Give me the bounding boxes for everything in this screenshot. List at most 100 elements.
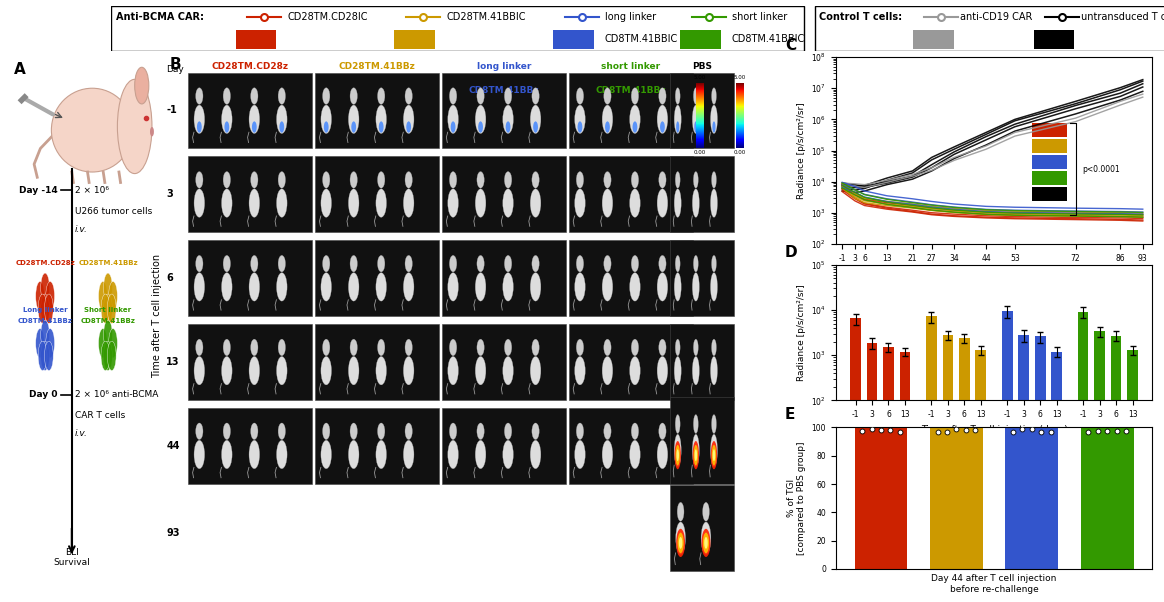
Text: 5.00: 5.00 xyxy=(694,75,705,79)
Ellipse shape xyxy=(532,339,539,356)
Text: Day 0: Day 0 xyxy=(29,390,58,399)
Ellipse shape xyxy=(405,423,412,439)
Text: PBS: PBS xyxy=(693,62,712,71)
Ellipse shape xyxy=(575,273,585,301)
Ellipse shape xyxy=(631,88,639,104)
Ellipse shape xyxy=(350,88,357,104)
Text: 2 × 10⁶: 2 × 10⁶ xyxy=(74,186,109,195)
Bar xyxy=(189,408,312,483)
Text: CD8TM.41BBz: CD8TM.41BBz xyxy=(80,318,135,324)
Text: A: A xyxy=(14,62,26,77)
Circle shape xyxy=(104,320,113,350)
Bar xyxy=(850,318,861,602)
Ellipse shape xyxy=(674,434,681,467)
Bar xyxy=(189,240,312,316)
Ellipse shape xyxy=(250,255,258,272)
Ellipse shape xyxy=(677,533,683,553)
Ellipse shape xyxy=(531,440,541,469)
Ellipse shape xyxy=(576,255,583,272)
Ellipse shape xyxy=(350,339,357,356)
Ellipse shape xyxy=(676,529,686,557)
Ellipse shape xyxy=(630,273,640,301)
Text: E: E xyxy=(785,407,795,422)
Text: CD28TM.CD28z: CD28TM.CD28z xyxy=(15,260,74,266)
Ellipse shape xyxy=(576,339,583,356)
Circle shape xyxy=(104,273,113,302)
Ellipse shape xyxy=(405,255,412,272)
Ellipse shape xyxy=(404,356,414,385)
Ellipse shape xyxy=(693,356,700,385)
Ellipse shape xyxy=(477,88,484,104)
Ellipse shape xyxy=(504,88,512,104)
Ellipse shape xyxy=(532,88,539,104)
Circle shape xyxy=(101,341,109,370)
Bar xyxy=(1051,352,1062,602)
Ellipse shape xyxy=(711,339,716,356)
Ellipse shape xyxy=(604,88,611,104)
Ellipse shape xyxy=(225,122,229,132)
Ellipse shape xyxy=(477,255,484,272)
Ellipse shape xyxy=(449,255,456,272)
Ellipse shape xyxy=(196,88,203,104)
Ellipse shape xyxy=(194,105,205,134)
Ellipse shape xyxy=(250,339,258,356)
Y-axis label: Radiance [p/s/cm²/sr]: Radiance [p/s/cm²/sr] xyxy=(796,284,805,381)
Ellipse shape xyxy=(632,122,638,132)
Ellipse shape xyxy=(532,423,539,439)
Ellipse shape xyxy=(602,356,612,385)
Bar xyxy=(189,157,312,232)
Ellipse shape xyxy=(221,105,232,134)
Text: long linker: long linker xyxy=(605,12,656,22)
Ellipse shape xyxy=(503,105,513,134)
Ellipse shape xyxy=(475,356,485,385)
Ellipse shape xyxy=(631,339,639,356)
Bar xyxy=(569,324,693,400)
Ellipse shape xyxy=(576,423,583,439)
Text: CD28TM.41BBz: CD28TM.41BBz xyxy=(339,62,416,71)
Ellipse shape xyxy=(693,434,700,467)
Bar xyxy=(1035,30,1074,49)
Ellipse shape xyxy=(658,440,668,469)
Ellipse shape xyxy=(250,423,258,439)
Ellipse shape xyxy=(250,172,258,188)
Ellipse shape xyxy=(630,189,640,217)
Bar xyxy=(1094,331,1105,602)
Ellipse shape xyxy=(449,172,456,188)
Bar xyxy=(883,347,894,602)
Text: CD28TM.CD28IC: CD28TM.CD28IC xyxy=(288,12,368,22)
Ellipse shape xyxy=(475,440,485,469)
Ellipse shape xyxy=(694,88,698,104)
Text: CD8TM.41BBz: CD8TM.41BBz xyxy=(17,318,72,324)
Bar xyxy=(569,408,693,483)
Ellipse shape xyxy=(711,445,716,465)
Ellipse shape xyxy=(631,423,639,439)
Ellipse shape xyxy=(223,423,230,439)
Text: Anti-BCMA CAR:: Anti-BCMA CAR: xyxy=(116,12,204,22)
Ellipse shape xyxy=(196,255,203,272)
Circle shape xyxy=(38,294,47,323)
Bar xyxy=(815,6,1164,51)
Ellipse shape xyxy=(475,105,485,134)
Ellipse shape xyxy=(604,255,611,272)
Ellipse shape xyxy=(278,172,285,188)
Ellipse shape xyxy=(324,122,328,132)
Bar xyxy=(681,30,721,49)
Text: Day -14: Day -14 xyxy=(19,186,58,195)
Ellipse shape xyxy=(321,189,332,217)
Circle shape xyxy=(104,341,113,370)
Ellipse shape xyxy=(604,172,611,188)
Ellipse shape xyxy=(630,356,640,385)
Ellipse shape xyxy=(711,172,716,188)
Text: C: C xyxy=(785,38,796,53)
Ellipse shape xyxy=(710,189,717,217)
Ellipse shape xyxy=(376,356,386,385)
Text: 93: 93 xyxy=(166,529,179,538)
Ellipse shape xyxy=(710,434,717,467)
Ellipse shape xyxy=(711,88,716,104)
Ellipse shape xyxy=(448,440,459,469)
Ellipse shape xyxy=(197,122,201,132)
Bar xyxy=(442,408,566,483)
Ellipse shape xyxy=(701,522,711,554)
Circle shape xyxy=(44,341,54,370)
Text: 5.00: 5.00 xyxy=(733,75,746,79)
